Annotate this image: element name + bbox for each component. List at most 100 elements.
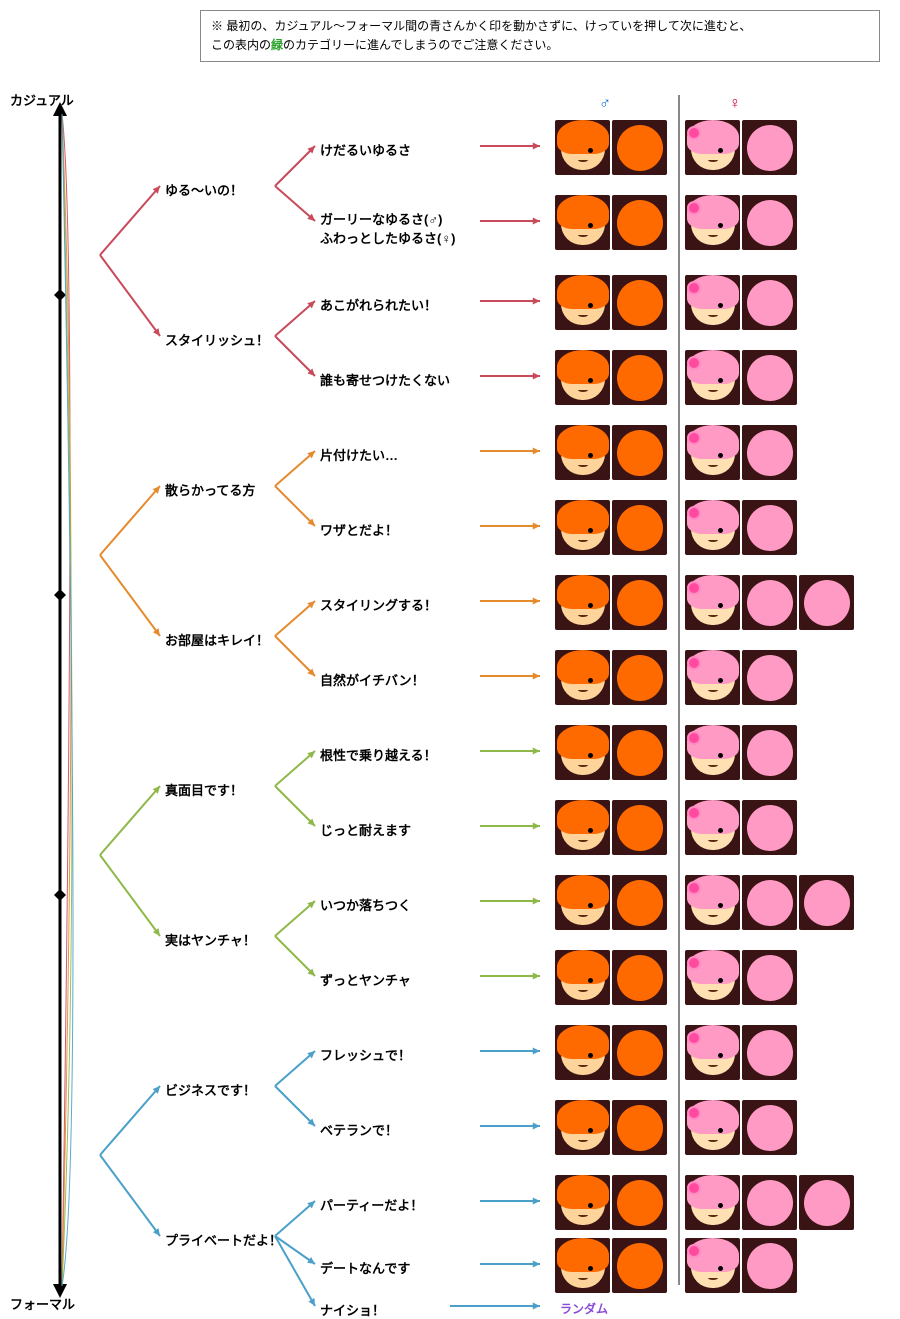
male-hair-thumb (555, 950, 610, 1005)
female-hair-thumb (685, 120, 740, 175)
leaf-choice-label: ガーリーなゆるさ(♂) ふわっとしたゆるさ(♀) (320, 209, 455, 247)
leaf-choice-label: スタイリングする！ (320, 595, 437, 614)
mid-choice-label: ゆる～いの！ (165, 180, 243, 199)
female-hair-thumb (685, 195, 740, 250)
female-thumb-row (685, 875, 854, 930)
leaf-choice-label: パーティーだよ！ (320, 1195, 423, 1214)
warning-green-word: 緑 (271, 38, 283, 52)
male-hair-thumb (555, 575, 610, 630)
male-hair-thumb (555, 195, 610, 250)
female-hair-thumb (685, 1100, 740, 1155)
female-hair-back-thumb (742, 725, 797, 780)
female-thumb-row (685, 350, 797, 405)
female-hair-thumb (685, 650, 740, 705)
leaf-choice-label: 片付けたい… (320, 445, 398, 464)
male-thumb-row (555, 275, 667, 330)
leaf-choice-label: いつか落ちつく (320, 895, 411, 914)
axis-bottom-label: フォーマル (10, 1294, 75, 1313)
warning-box: ※ 最初の、カジュアル～フォーマル間の青さんかく印を動かさずに、けっていを押して… (200, 10, 880, 62)
female-hair-back-thumb (742, 350, 797, 405)
mid-choice-label: お部屋はキレイ！ (165, 630, 269, 649)
male-thumb-row (555, 1100, 667, 1155)
leaf-choice-label: ずっとヤンチャ (320, 970, 411, 989)
female-hair-thumb (685, 425, 740, 480)
female-hair-thumb (685, 875, 740, 930)
female-hair-back-thumb (742, 1175, 797, 1230)
mid-choice-label: ビジネスです！ (165, 1080, 256, 1099)
male-hair-thumb (555, 875, 610, 930)
warning-line2b: のカテゴリーに進んでしまうのでご注意ください。 (283, 38, 558, 52)
male-hair-thumb (555, 350, 610, 405)
male-thumb-row (555, 800, 667, 855)
leaf-choice-label: ナイショ！ (320, 1300, 385, 1319)
female-thumb-row (685, 1175, 854, 1230)
female-hair-back-thumb (742, 1238, 797, 1293)
female-thumb-row (685, 650, 797, 705)
female-hair-back-thumb (742, 575, 797, 630)
female-thumb-row (685, 500, 797, 555)
male-hair-back-thumb (612, 650, 667, 705)
male-hair-thumb (555, 500, 610, 555)
axis-top-label: カジュアル (10, 90, 74, 109)
female-thumb-row (685, 195, 797, 250)
female-hair-back-thumb (742, 650, 797, 705)
female-hair-thumb (685, 350, 740, 405)
female-thumb-row (685, 1238, 797, 1293)
female-thumb-row (685, 275, 797, 330)
male-hair-back-thumb (612, 950, 667, 1005)
female-hair-thumb (685, 1238, 740, 1293)
male-thumb-row (555, 950, 667, 1005)
male-header: ♂ (575, 95, 635, 113)
male-thumb-row (555, 725, 667, 780)
male-hair-back-thumb (612, 1175, 667, 1230)
male-hair-back-thumb (612, 500, 667, 555)
female-hair-back-thumb (742, 500, 797, 555)
male-hair-back-thumb (612, 725, 667, 780)
female-hair-back-thumb (742, 1100, 797, 1155)
female-hair-back-thumb (742, 425, 797, 480)
warning-line2: この表内の緑のカテゴリーに進んでしまうのでご注意ください。 (211, 36, 869, 55)
female-thumb-row (685, 725, 797, 780)
female-header: ♀ (705, 95, 765, 113)
male-thumb-row (555, 1238, 667, 1293)
male-hair-thumb (555, 650, 610, 705)
leaf-choice-label: 根性で乗り越える！ (320, 745, 437, 764)
male-hair-thumb (555, 120, 610, 175)
female-hair-thumb (685, 275, 740, 330)
male-hair-thumb (555, 725, 610, 780)
female-hair-thumb (685, 575, 740, 630)
male-hair-back-thumb (612, 195, 667, 250)
female-hair-back-thumb (742, 1025, 797, 1080)
female-hair-back-thumb (742, 120, 797, 175)
female-thumb-row (685, 1025, 797, 1080)
female-hair-thumb (685, 950, 740, 1005)
female-hair-thumb (685, 500, 740, 555)
male-thumb-row (555, 350, 667, 405)
male-hair-thumb (555, 275, 610, 330)
male-hair-back-thumb (612, 1238, 667, 1293)
male-hair-thumb (555, 800, 610, 855)
female-hair-back-thumb (742, 950, 797, 1005)
mid-choice-label: 散らかってる方 (165, 480, 255, 499)
male-hair-thumb (555, 1100, 610, 1155)
male-thumb-row (555, 575, 667, 630)
male-thumb-row (555, 1175, 667, 1230)
male-hair-back-thumb (612, 1100, 667, 1155)
female-thumb-row (685, 1100, 797, 1155)
female-hair-back-thumb (799, 575, 854, 630)
leaf-choice-label: ベテランで！ (320, 1120, 398, 1139)
male-hair-back-thumb (612, 575, 667, 630)
female-hair-back-thumb (742, 800, 797, 855)
female-hair-back-thumb (799, 1175, 854, 1230)
female-hair-back-thumb (799, 875, 854, 930)
female-hair-thumb (685, 1175, 740, 1230)
female-thumb-row (685, 800, 797, 855)
female-thumb-row (685, 120, 797, 175)
female-hair-thumb (685, 1025, 740, 1080)
male-hair-back-thumb (612, 350, 667, 405)
male-thumb-row (555, 1025, 667, 1080)
male-thumb-row (555, 875, 667, 930)
male-thumb-row (555, 650, 667, 705)
leaf-choice-label: 誰も寄せつけたくない (320, 370, 450, 389)
male-hair-thumb (555, 1175, 610, 1230)
